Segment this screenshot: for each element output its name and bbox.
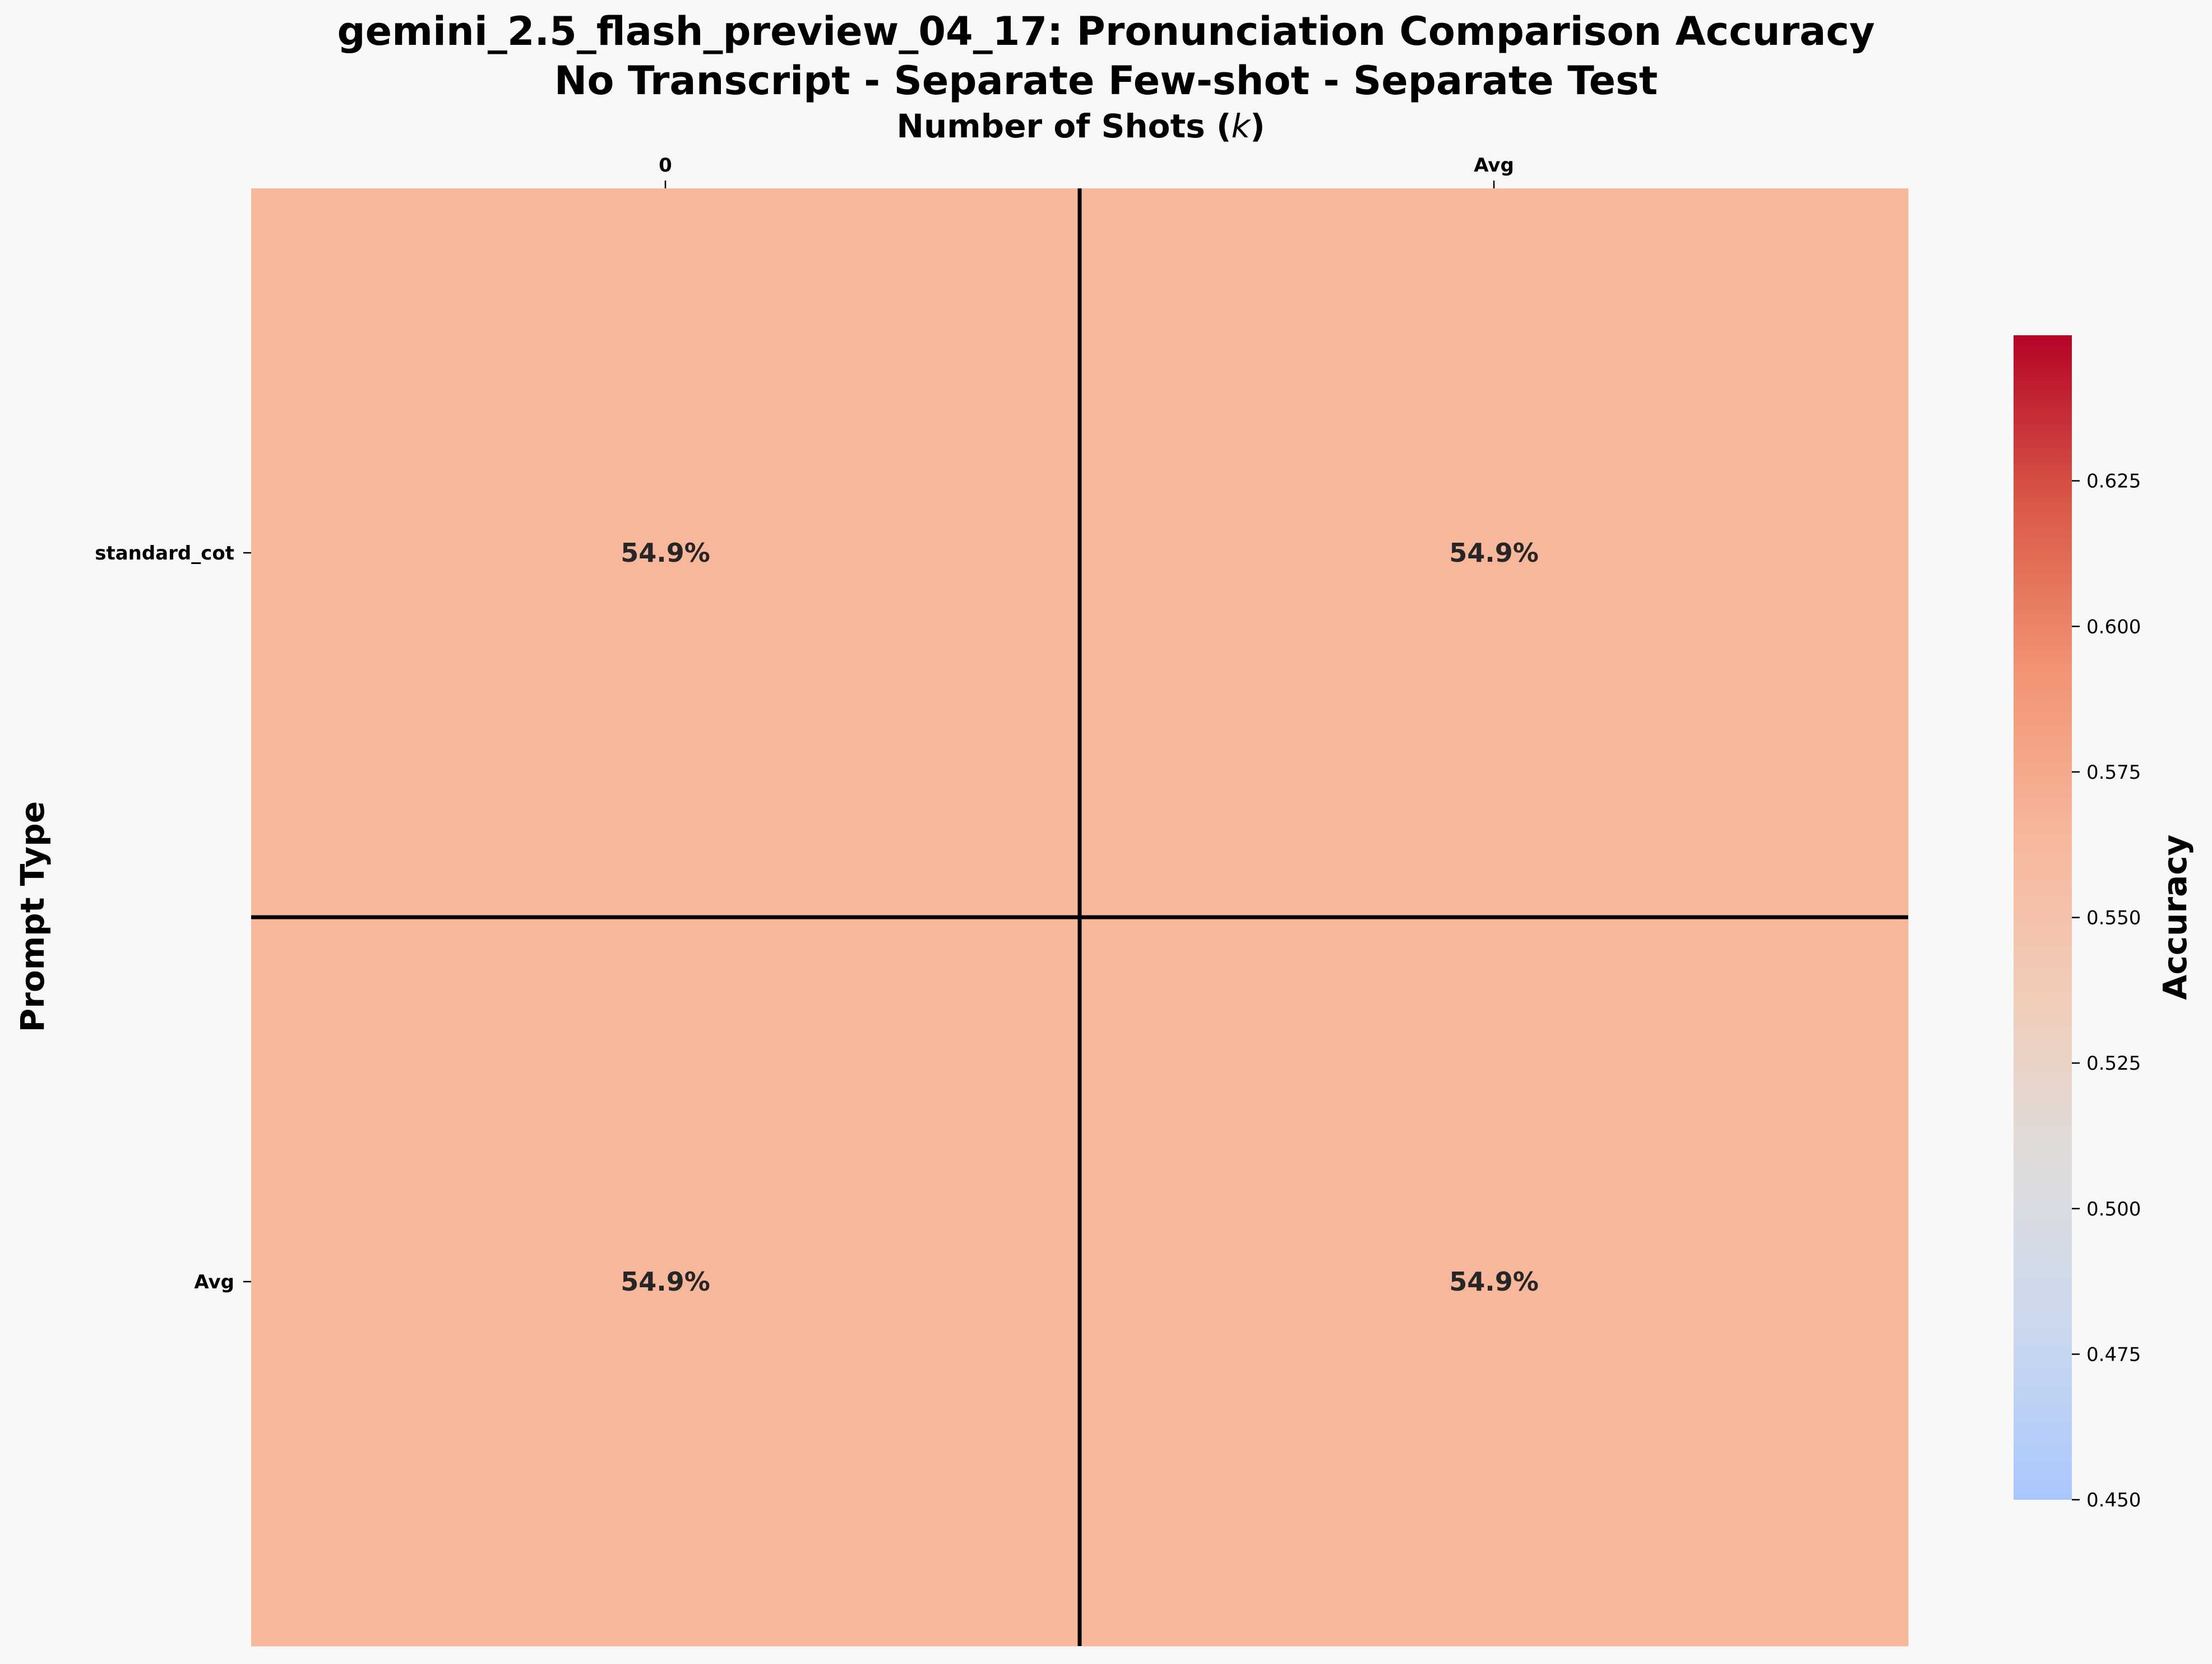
- x-axis-label-var: k: [1231, 107, 1251, 145]
- x-axis-ticks: 0 Avg: [659, 154, 1514, 188]
- cell-label-r0-c1: 54.9%: [1449, 538, 1539, 568]
- heatmap-cell-r0-c0: [251, 188, 1080, 918]
- chart-subtitle: No Transcript - Separate Few-shot - Sepa…: [554, 58, 1658, 104]
- colorbar-tick-label: 0.625: [2086, 470, 2141, 493]
- heatmap-cell-r0-c1: [1080, 188, 1909, 918]
- colorbar-tick-label: 0.550: [2086, 907, 2141, 930]
- colorbar-label: Accuracy: [2156, 835, 2194, 1000]
- x-tick-label: 0: [659, 154, 672, 177]
- x-axis-label: Number of Shots (k): [896, 107, 1265, 145]
- heatmap-cell-r1-c1: [1080, 917, 1909, 1647]
- colorbar-tick-label: 0.450: [2086, 1489, 2141, 1512]
- chart-title: gemini_2.5_flash_preview_04_17: Pronunci…: [337, 8, 1875, 54]
- cell-label-r0-c0: 54.9%: [621, 538, 710, 568]
- colorbar-tick-label: 0.475: [2086, 1343, 2141, 1366]
- heatmap-separators: [251, 188, 1908, 1646]
- y-axis-ticks: standard_cot Avg: [95, 542, 251, 1293]
- x-axis-label-suffix: ): [1250, 107, 1265, 145]
- x-axis-label-prefix: Number of Shots (: [896, 107, 1231, 145]
- colorbar-tick-label: 0.600: [2086, 616, 2141, 638]
- y-tick-label: standard_cot: [95, 542, 234, 565]
- colorbar-tick-label: 0.575: [2086, 761, 2141, 784]
- heatmap-cell-r1-c0: [251, 917, 1080, 1647]
- heatmap-cells: [251, 188, 1909, 1647]
- y-axis-label: Prompt Type: [13, 801, 52, 1032]
- colorbar-tick-label: 0.525: [2086, 1052, 2141, 1075]
- y-tick-label: Avg: [194, 1271, 234, 1293]
- cell-label-r1-c0: 54.9%: [621, 1267, 710, 1297]
- colorbar-ticks: 0.450 0.475 0.500 0.525 0.550 0.575 0.600 0.625: [2072, 470, 2141, 1512]
- x-tick-label: Avg: [1474, 154, 1514, 177]
- colorbar: [2014, 335, 2072, 1500]
- colorbar-tick-label: 0.500: [2086, 1198, 2141, 1221]
- heatmap-cell-labels: 54.9% 54.9% 54.9% 54.9%: [621, 538, 1539, 1297]
- cell-label-r1-c1: 54.9%: [1449, 1267, 1539, 1297]
